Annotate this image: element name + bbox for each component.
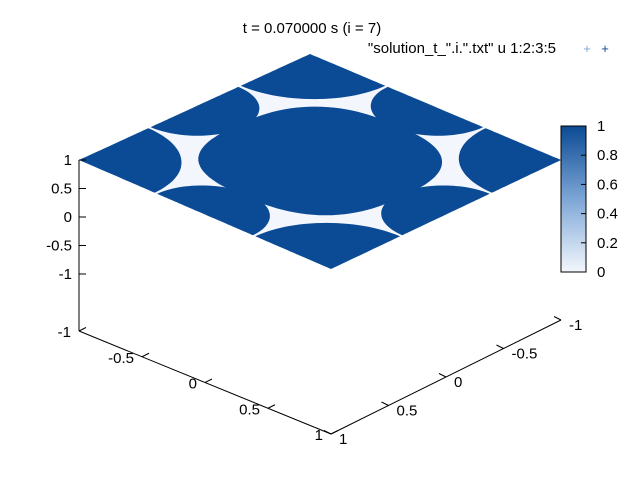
- colorbar-tick-label: 0.8: [597, 147, 618, 164]
- y-tick-label: 0: [454, 374, 462, 391]
- colorbar-gradient: [560, 125, 587, 273]
- y-tick-mark: [496, 344, 504, 349]
- x-tick-mark: [78, 327, 87, 332]
- y-tick-label: -0.5: [512, 346, 538, 363]
- x-tick-label: -1: [58, 324, 71, 341]
- legend-marker-light: +: [583, 41, 591, 56]
- z-tick-label: 0: [64, 209, 72, 226]
- y-tick-mark: [381, 401, 389, 406]
- x-tick-label: 0: [189, 376, 197, 393]
- legend-marker-dark: +: [601, 41, 609, 56]
- colorbar-tick-label: 0.6: [597, 176, 618, 193]
- colorbar-tick-label: 0.4: [597, 206, 618, 223]
- x-tick-mark: [330, 430, 339, 435]
- chart-title: t = 0.070000 s (i = 7): [243, 20, 381, 37]
- edge-blob-back-left: [150, 86, 260, 136]
- z-tick-label: -1: [59, 266, 72, 283]
- legend-label: "solution_t_".i.".txt" u 1:2:3:5: [368, 40, 556, 57]
- x-tick-label: 1: [315, 427, 323, 444]
- z-tick-label: 1: [64, 152, 72, 169]
- y-tick-label: 1: [339, 431, 347, 448]
- tick-group: 1 0.5 0 -0.5 -1 -1 -0.5 0 0.5 1 -1 -0.5 0 0.5 1: [46, 152, 582, 448]
- x-tick-mark: [267, 404, 276, 409]
- x-tick-label: 0.5: [239, 401, 260, 418]
- y-tick-mark: [553, 316, 562, 321]
- edge-blob-back-right: [370, 86, 484, 136]
- edge-blob-front-right: [381, 185, 490, 236]
- x-tick-label: -0.5: [108, 350, 134, 367]
- y-tick-mark: [323, 430, 332, 435]
- y-tick-label: 0.5: [397, 403, 418, 420]
- corner-blob-front: [255, 222, 400, 269]
- surface: [79, 54, 561, 269]
- y-tick-mark: [438, 373, 447, 378]
- z-tick-label: 0.5: [51, 181, 72, 198]
- colorbar-tick-label: 0: [597, 264, 605, 281]
- corner-blob-left: [79, 128, 182, 193]
- corner-blob-right: [458, 128, 561, 193]
- y-tick-label: -1: [569, 317, 582, 334]
- x-tick-mark: [141, 352, 150, 358]
- x-tick-mark: [204, 378, 213, 383]
- edge-blob-front-left: [157, 185, 270, 236]
- colorbar-tick-label: 1: [597, 118, 605, 135]
- corner-blob-back: [240, 54, 386, 100]
- colorbar-ticks: 1 0.8 0.6 0.4 0.2 0: [581, 118, 618, 281]
- center-blob: [198, 106, 442, 216]
- z-tick-label: -0.5: [46, 238, 72, 255]
- colorbar-tick-label: 0.2: [597, 235, 618, 252]
- colorbar: 1 0.8 0.6 0.4 0.2 0: [560, 118, 618, 281]
- legend: "solution_t_".i.".txt" u 1:2:3:5 + +: [368, 40, 609, 57]
